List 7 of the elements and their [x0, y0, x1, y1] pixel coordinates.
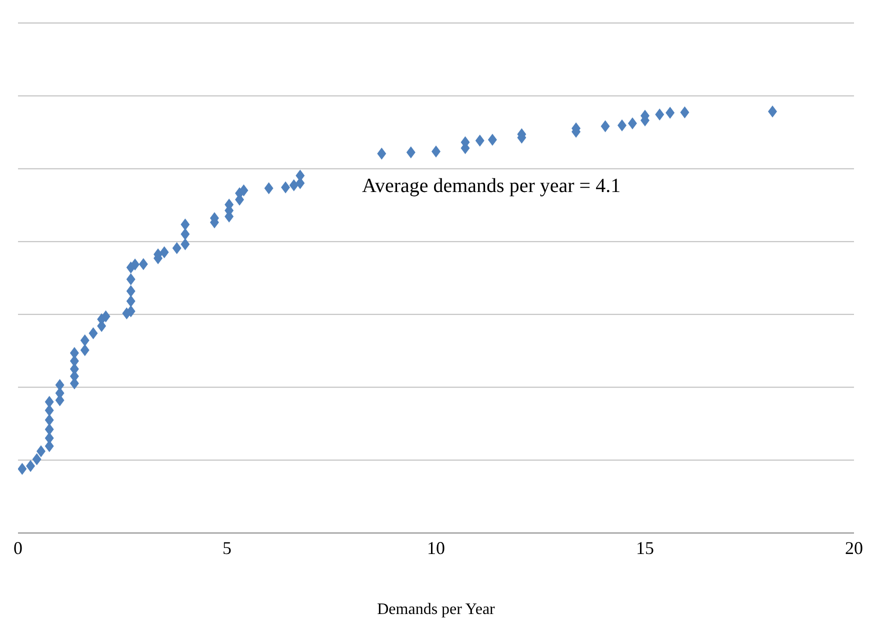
- x-tick-label: 10: [427, 538, 445, 558]
- x-tick-label: 0: [14, 538, 22, 558]
- x-tick-label: 20: [845, 538, 863, 558]
- x-tick-label: 5: [222, 538, 232, 558]
- x-axis-title: Demands per Year: [377, 601, 496, 618]
- x-tick-label: 15: [636, 538, 654, 558]
- annotation: Average demands per year = 4.1: [348, 171, 635, 201]
